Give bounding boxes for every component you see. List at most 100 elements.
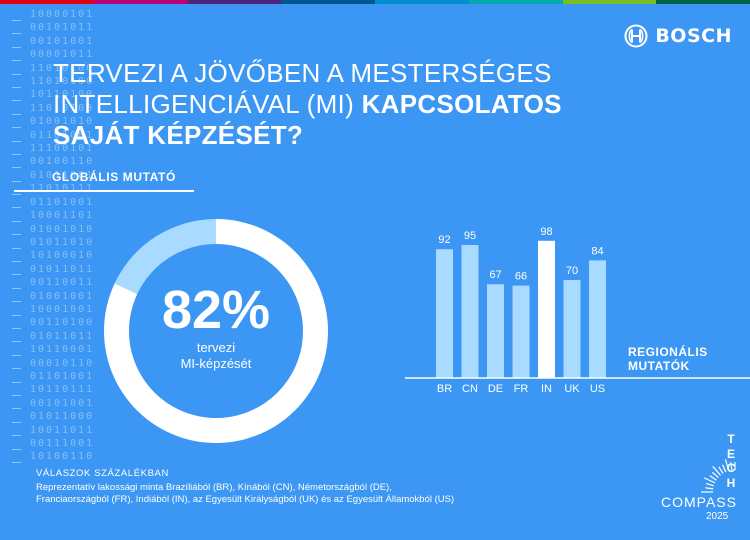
compass-ray	[705, 487, 714, 490]
tick-mark	[12, 408, 21, 410]
bar-br	[436, 249, 453, 378]
tech-letter: E	[726, 446, 735, 461]
bar-uk	[563, 280, 581, 378]
tick-marks-decoration	[12, 20, 24, 475]
compass-ray	[724, 459, 730, 472]
compass-ray	[709, 475, 717, 481]
tick-mark	[12, 314, 21, 316]
global-percent-caption: tervezi MI-képzését	[135, 340, 297, 372]
tick-mark	[12, 60, 21, 62]
x-tick-label: CN	[462, 383, 478, 395]
bar-value-label: 84	[591, 245, 603, 257]
bar-value-label: 95	[464, 230, 476, 242]
bar-value-label: 92	[438, 234, 450, 246]
footnote-title: VÁLASZOK SZÁZALÉKBAN	[36, 468, 169, 479]
footnote-text: Reprezentatív lakossági minta Brazíliábó…	[36, 482, 596, 506]
tick-mark	[12, 20, 21, 21]
color-bar-segment	[468, 0, 563, 4]
page-title: TERVEZI A JÖVŐBEN A MESTERSÉGES INTELLIG…	[53, 58, 653, 151]
tick-mark	[12, 274, 21, 276]
title-regular: TERVEZI A JÖVŐBEN A MESTERSÉGES INTELLIG…	[53, 58, 552, 119]
compass-ray	[703, 477, 716, 484]
compass-ray	[712, 465, 722, 476]
compass-ray	[730, 462, 733, 471]
caption-line-2: MI-képzését	[180, 356, 252, 371]
tick-mark	[12, 73, 21, 75]
tech-letter: T	[727, 432, 735, 446]
brand-name: BOSCH	[655, 25, 732, 47]
compass-ray	[721, 464, 727, 473]
regional-indicator-label: REGIONÁLIS MUTATÓK	[628, 345, 708, 373]
color-bar-segment	[656, 0, 750, 4]
tick-mark	[12, 207, 21, 209]
tick-mark	[12, 33, 21, 35]
tick-mark	[12, 180, 21, 182]
compass-ray	[718, 466, 724, 474]
x-tick-label: UK	[564, 383, 580, 395]
x-tick-label: BR	[437, 383, 452, 395]
color-bar-segment	[187, 0, 282, 4]
bosch-armature-icon	[624, 24, 648, 48]
tick-mark	[12, 435, 21, 437]
tick-mark	[12, 140, 21, 142]
regional-bar-chart: 92 BR 95 CN 67 DE 66 FR 98 IN 70 UK 84 US	[405, 226, 750, 395]
x-tick-label: US	[590, 383, 605, 395]
global-label-underline	[14, 190, 194, 192]
tick-mark	[12, 194, 21, 196]
tick-mark	[12, 86, 21, 88]
compass-ray	[706, 482, 715, 487]
tech-letter: C	[726, 461, 736, 475]
tick-mark	[12, 461, 21, 463]
tick-mark	[12, 153, 21, 155]
tick-mark	[12, 341, 21, 343]
tick-mark	[12, 46, 21, 48]
tick-mark	[12, 354, 21, 356]
bar-marks: 92 BR 95 CN 67 DE 66 FR 98 IN 70 UK 84 US	[436, 226, 606, 395]
bar-de	[487, 284, 504, 378]
color-bar-segment	[0, 0, 94, 4]
donut-slices	[103, 219, 328, 443]
x-tick-label: IN	[541, 383, 552, 395]
brand-color-bar	[0, 0, 750, 4]
global-indicator-label: GLOBÁLIS MUTATÓ	[52, 170, 176, 184]
color-bar-segment	[93, 0, 188, 4]
bar-value-label: 98	[540, 226, 552, 238]
x-tick-label: DE	[488, 383, 503, 395]
bosch-logo: BOSCH	[624, 24, 732, 48]
color-bar-segment	[562, 0, 657, 4]
tick-mark	[12, 368, 21, 370]
footnote-line-1: Reprezentatív lakossági minta Brazíliábó…	[36, 482, 392, 493]
color-bar-segment	[375, 0, 469, 4]
footnote-line-2: Franciaországból (FR), Indiából (IN), az…	[36, 494, 455, 505]
x-tick-label: FR	[514, 383, 529, 395]
tech-compass-year: 2025	[706, 511, 729, 522]
bar-value-label: 67	[489, 269, 501, 281]
tick-mark	[12, 100, 21, 102]
bar-in	[538, 240, 555, 378]
donut-slice	[114, 219, 216, 294]
caption-line-1: tervezi	[196, 340, 236, 355]
tick-mark	[12, 301, 21, 303]
tick-mark	[12, 127, 21, 129]
bar-fr	[512, 285, 530, 378]
compass-ray	[711, 471, 719, 479]
regional-label-line-2: MUTATÓK	[628, 359, 690, 373]
tick-mark	[12, 261, 21, 263]
tick-mark	[12, 381, 21, 383]
compass-arc-icon	[701, 459, 736, 493]
color-bar-segment	[281, 0, 375, 4]
bar-us	[589, 260, 606, 378]
regional-label-line-1: REGIONÁLIS	[628, 345, 708, 359]
tick-mark	[12, 327, 21, 329]
tick-mark	[12, 234, 21, 236]
tick-mark	[12, 247, 21, 249]
tick-mark	[12, 421, 21, 423]
tick-mark	[12, 113, 21, 115]
tick-mark	[12, 287, 21, 289]
global-donut-chart	[103, 219, 328, 443]
tick-mark	[12, 167, 21, 169]
tech-compass-word-compass: COMPASS	[661, 494, 737, 510]
global-percent-value: 82%	[161, 280, 271, 340]
tick-mark	[12, 220, 21, 222]
